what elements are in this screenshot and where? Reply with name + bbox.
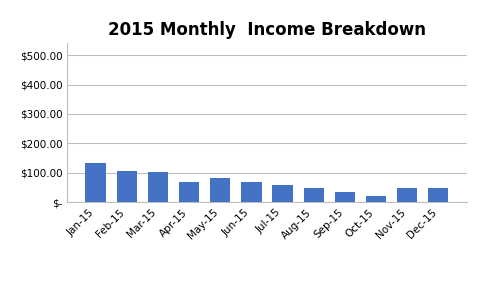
Bar bbox=[179, 182, 199, 202]
Bar bbox=[116, 171, 137, 202]
Bar bbox=[272, 185, 292, 202]
Bar bbox=[85, 164, 106, 202]
Bar bbox=[396, 188, 417, 202]
Bar bbox=[303, 188, 323, 202]
Bar bbox=[210, 178, 230, 202]
Bar bbox=[334, 192, 354, 202]
Bar bbox=[365, 196, 385, 202]
Bar bbox=[241, 182, 261, 202]
Bar bbox=[147, 172, 168, 202]
Title: 2015 Monthly  Income Breakdown: 2015 Monthly Income Breakdown bbox=[108, 21, 425, 39]
Bar bbox=[427, 188, 447, 202]
